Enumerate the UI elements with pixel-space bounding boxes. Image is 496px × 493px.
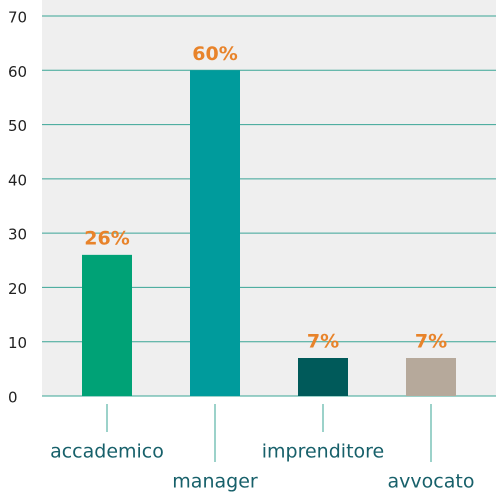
x-tick-label: accademico <box>50 441 164 463</box>
y-tick-label: 50 <box>8 117 27 135</box>
x-tick-label: manager <box>172 471 258 493</box>
value-label: 7% <box>307 331 339 353</box>
bar <box>82 254 132 396</box>
bar <box>298 358 348 396</box>
bar <box>190 70 240 397</box>
y-tick-label: 60 <box>8 63 27 81</box>
bar <box>406 358 456 396</box>
y-tick-label: 70 <box>8 9 27 27</box>
y-tick-label: 10 <box>8 334 27 352</box>
y-tick-label: 30 <box>8 226 27 244</box>
x-tick-label: avvocato <box>388 471 475 493</box>
value-label: 7% <box>415 331 447 353</box>
y-tick-label: 20 <box>8 280 27 298</box>
value-label: 26% <box>84 227 129 249</box>
y-tick-label: 40 <box>8 171 27 189</box>
y-tick-label: 0 <box>8 389 18 407</box>
value-label: 60% <box>192 43 237 65</box>
x-tick-label: imprenditore <box>262 441 384 463</box>
